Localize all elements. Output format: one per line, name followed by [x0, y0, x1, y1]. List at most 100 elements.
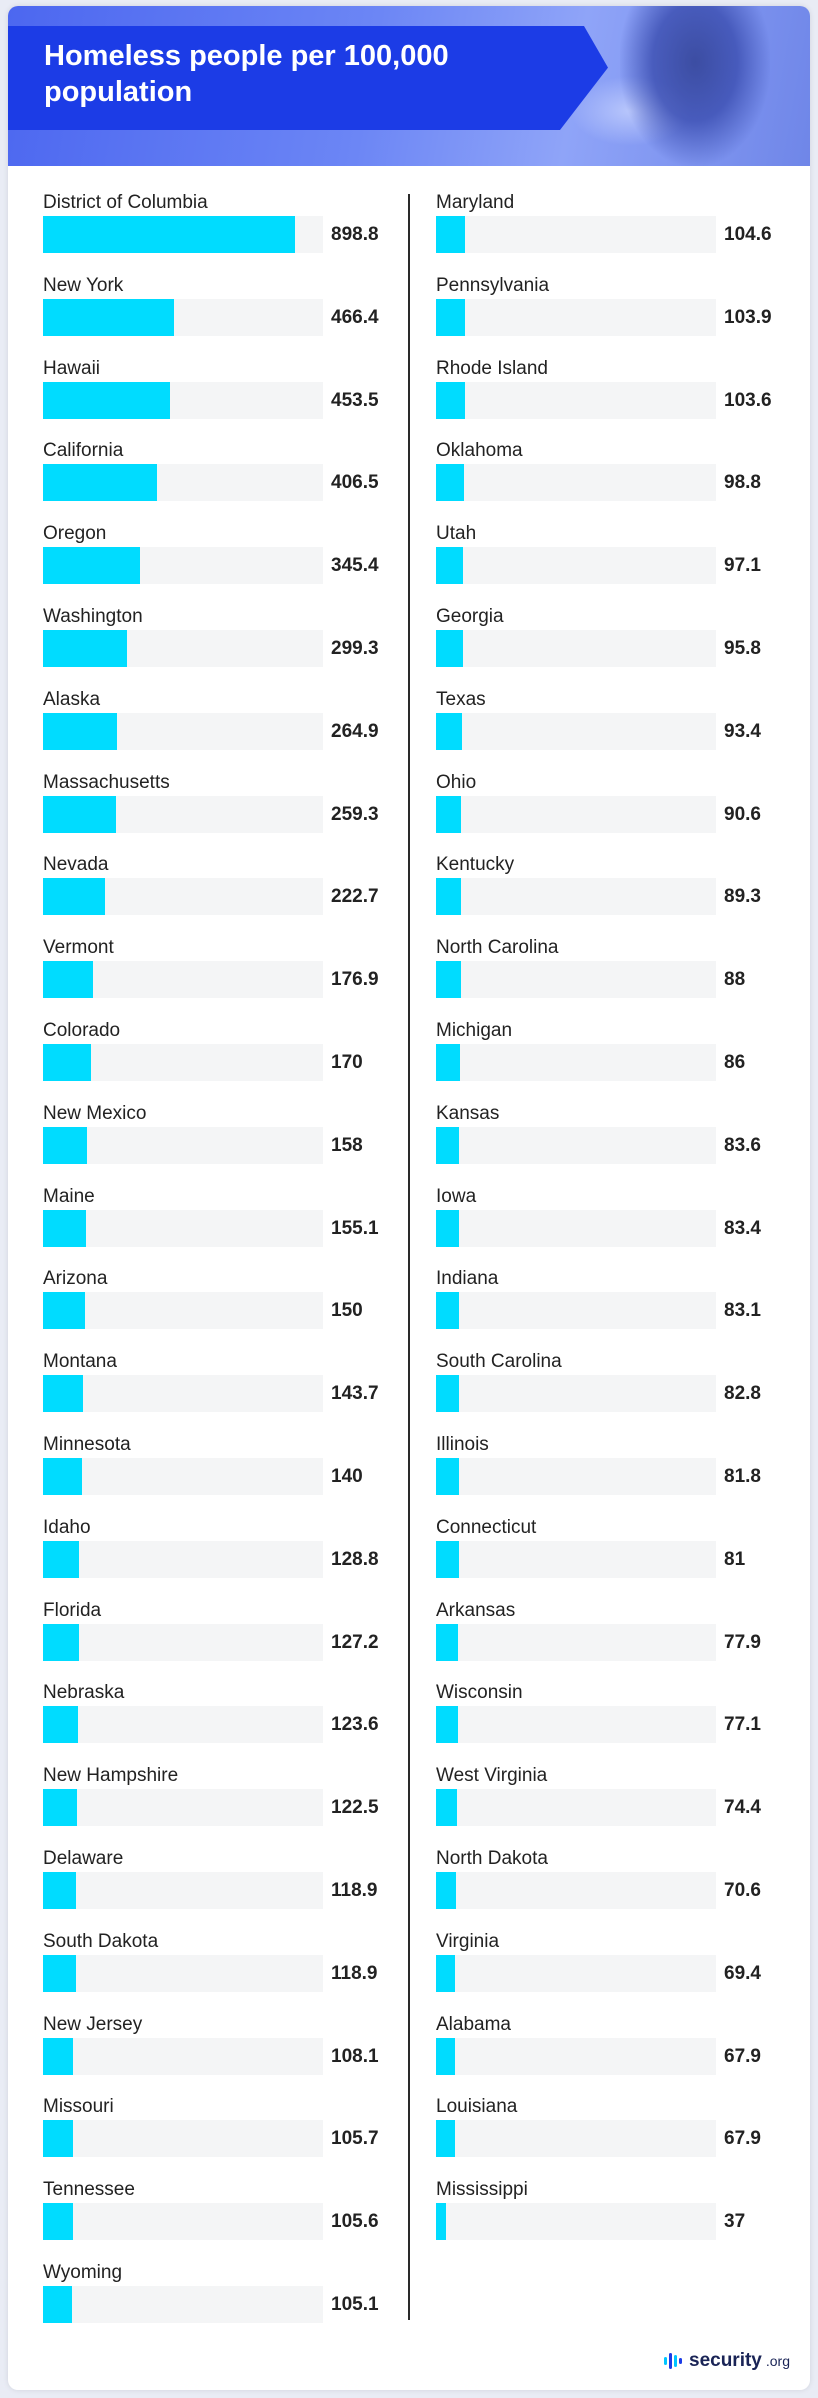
- category-label: California: [43, 440, 124, 462]
- data-label: 264.9: [331, 720, 379, 742]
- bar-track: [436, 1375, 716, 1413]
- data-label: 345.4: [331, 555, 379, 577]
- bar: [43, 381, 171, 419]
- bar: [436, 878, 462, 916]
- data-label: 95.8: [724, 638, 761, 659]
- bar-track: [436, 1540, 716, 1578]
- category-label: Tennessee: [43, 2179, 135, 2201]
- bar-row: Mississippi 37: [436, 2179, 796, 2249]
- bar-track: [43, 1954, 323, 1992]
- data-label: 105.7: [331, 2128, 379, 2150]
- category-label: Nebraska: [43, 1682, 125, 1704]
- bar: [43, 464, 157, 502]
- bar: [43, 298, 174, 336]
- bar-track: [436, 712, 716, 750]
- data-label: 140: [331, 1466, 363, 1487]
- bar: [43, 1789, 78, 1827]
- category-label: Alabama: [436, 2013, 511, 2035]
- data-label: 82.8: [724, 1383, 761, 1405]
- bar: [436, 1458, 459, 1495]
- bar: [43, 2037, 74, 2075]
- data-label: 98.8: [724, 472, 761, 494]
- category-label: District of Columbia: [43, 192, 208, 213]
- data-label: 158: [331, 1134, 363, 1156]
- bar: [43, 1623, 79, 1661]
- bar: [43, 878, 106, 916]
- bar-row: Missouri 105.7: [43, 2096, 403, 2166]
- title-banner: [8, 26, 608, 130]
- category-label: Maine: [43, 1185, 95, 1207]
- bar: [436, 1126, 460, 1164]
- bar-track: [436, 1458, 716, 1495]
- category-label: Wyoming: [43, 2262, 123, 2283]
- bar-row: Indiana 83.1: [436, 1268, 796, 1338]
- bar: [436, 1623, 458, 1661]
- bar-row: New Jersey 108.1: [43, 2014, 403, 2084]
- bar-row: Georgia 95.8: [436, 606, 796, 676]
- category-label: Utah: [436, 523, 477, 545]
- data-label: 81.8: [724, 1466, 761, 1487]
- category-label: Kentucky: [436, 854, 515, 876]
- bar-track: [43, 2286, 323, 2323]
- category-label: Mississippi: [436, 2179, 528, 2201]
- bar-row: New Hampshire 122.5: [43, 1765, 403, 1835]
- category-label: Idaho: [43, 1516, 91, 1538]
- data-label: 155.1: [331, 1217, 379, 1239]
- bar-row: Utah 97.1: [436, 523, 796, 593]
- bar-track: [43, 1209, 323, 1247]
- category-label: Vermont: [43, 937, 114, 959]
- logo-mark-icon: [664, 2353, 682, 2369]
- bar-row: Pennsylvania 103.9: [436, 275, 796, 345]
- data-label: 83.1: [724, 1300, 761, 1322]
- bar-row: Maine 155.1: [43, 1186, 403, 1256]
- data-label: 81: [724, 1548, 746, 1570]
- bar: [43, 1292, 86, 1330]
- bar: [43, 1706, 78, 1744]
- data-label: 299.3: [331, 638, 379, 659]
- logo-tld: .org: [765, 2353, 790, 2369]
- bar: [436, 381, 466, 419]
- data-label: 74.4: [724, 1797, 761, 1819]
- category-label: Massachusetts: [43, 771, 170, 793]
- category-label: North Dakota: [436, 1848, 548, 1869]
- column-divider: [408, 194, 410, 2320]
- bar-track: [436, 1872, 716, 1909]
- category-label: West Virginia: [436, 1765, 548, 1787]
- bar: [436, 2120, 456, 2158]
- data-label: 77.1: [724, 1714, 761, 1736]
- data-label: 70.6: [724, 1880, 761, 1901]
- bar: [43, 1044, 91, 1081]
- bar-track: [43, 1706, 323, 1744]
- bar-row: Montana 143.7: [43, 1351, 403, 1421]
- bar-row: Alaska 264.9: [43, 689, 403, 759]
- bar: [43, 1458, 83, 1495]
- category-label: Maryland: [436, 192, 515, 213]
- bar-row: Nebraska 123.6: [43, 1682, 403, 1752]
- data-label: 105.1: [331, 2294, 379, 2315]
- bar: [436, 1375, 460, 1413]
- bar-row: Kansas 83.6: [436, 1103, 796, 1173]
- category-label: New Hampshire: [43, 1765, 179, 1787]
- infographic-card: Homeless people per 100,000 population D…: [8, 6, 810, 2390]
- category-label: Iowa: [436, 1185, 477, 1207]
- data-label: 466.4: [331, 306, 379, 328]
- bar-row: Ohio 90.6: [436, 772, 796, 842]
- bar-track: [43, 1292, 323, 1330]
- bar-row: Alabama 67.9: [436, 2014, 796, 2084]
- bar-row: Rhode Island 103.6: [436, 358, 796, 428]
- bar-row: Washington 299.3: [43, 606, 403, 676]
- bar-track: [436, 1126, 716, 1164]
- bar-row: Wisconsin 77.1: [436, 1682, 796, 1752]
- category-label: Wisconsin: [436, 1682, 523, 1704]
- bar-row: Hawaii 453.5: [43, 358, 403, 428]
- bar: [43, 2120, 73, 2158]
- category-label: Nevada: [43, 854, 109, 876]
- data-label: 103.6: [724, 389, 772, 411]
- category-label: Arkansas: [436, 1599, 516, 1621]
- bar-row: Oklahoma 98.8: [436, 440, 796, 510]
- bar-track: [436, 381, 716, 419]
- bar-track: [436, 961, 716, 999]
- category-label: Alaska: [43, 688, 101, 710]
- bar-track: [43, 1540, 323, 1578]
- bar-row: Arkansas 77.9: [436, 1600, 796, 1670]
